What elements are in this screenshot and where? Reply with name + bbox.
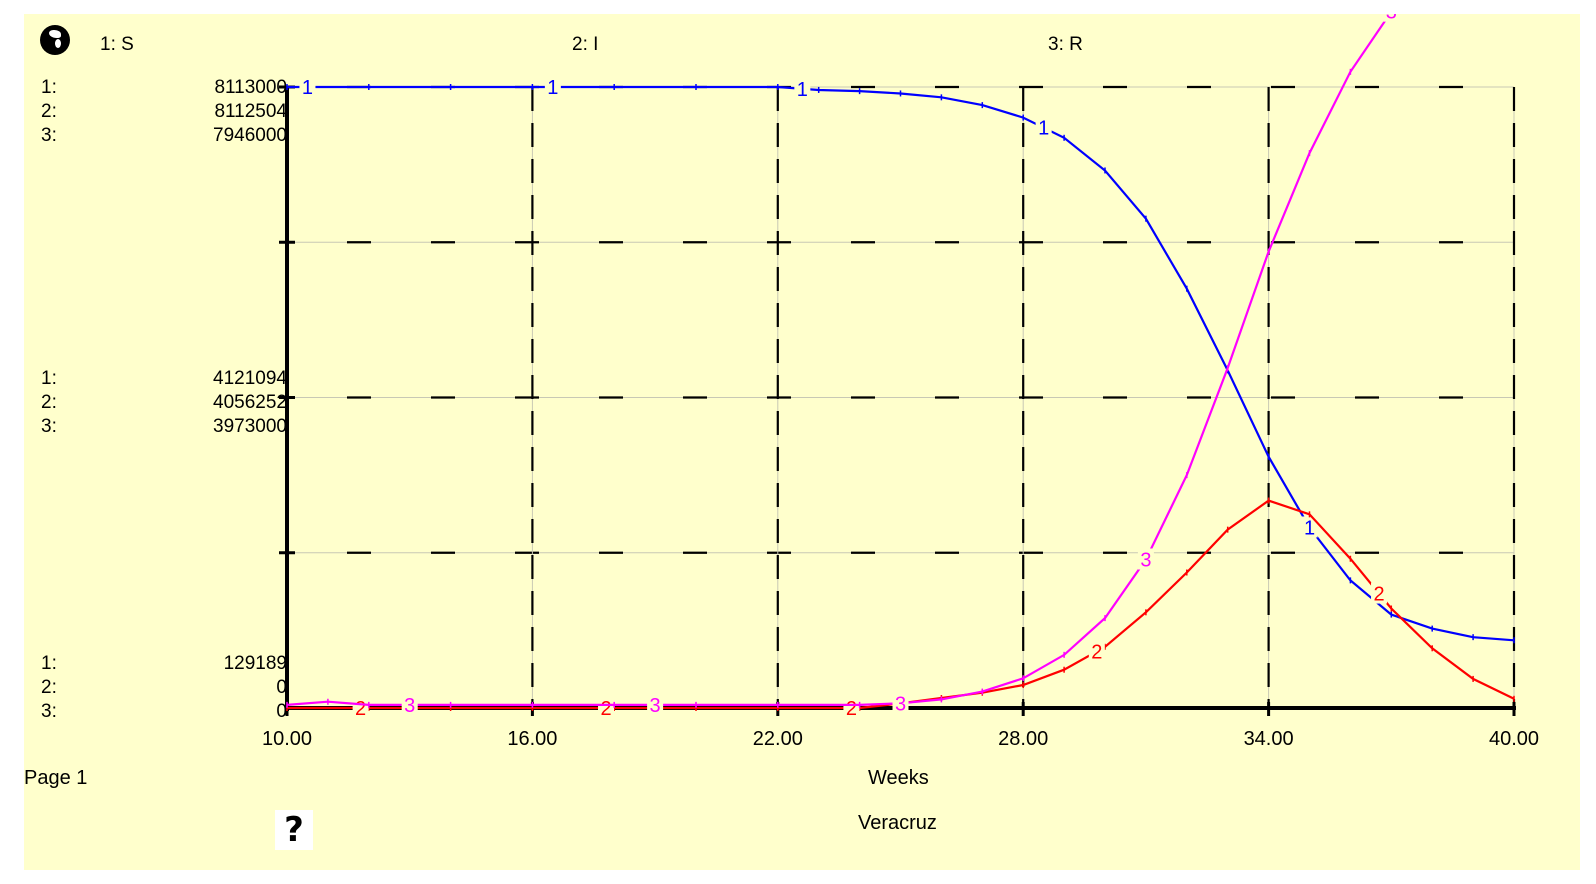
series-marker-bg <box>892 692 909 714</box>
scale-top-r-value: 7946000 <box>213 125 287 146</box>
series-marker-bg <box>794 77 811 99</box>
globe-icon[interactable] <box>40 25 70 55</box>
series-marker-1: 1 <box>797 79 808 101</box>
grid-lines <box>287 85 1516 708</box>
scale-middle-s-value: 4121094 <box>213 368 287 389</box>
axes <box>279 85 1516 716</box>
scale-middle-s-index: 1: <box>41 368 57 389</box>
graph-panel: 1: S 2: I 3: R 1: 8113000 2: 8112504 3: … <box>24 14 1580 870</box>
legend-s: 1: S <box>100 34 134 55</box>
series-marker-1: 1 <box>1038 118 1049 140</box>
series-marker-bg <box>1301 516 1318 538</box>
page-label[interactable]: Page 1 <box>24 767 88 789</box>
series-marker-bg <box>843 697 860 718</box>
series-marker-bg <box>1371 582 1388 604</box>
series-marker-1: 1 <box>1304 517 1315 539</box>
series-marker-bg <box>1088 640 1105 662</box>
series-marker-bg <box>352 697 369 718</box>
x-tick-label: 10.00 <box>262 728 312 750</box>
series-line-1 <box>287 85 1515 642</box>
scale-middle-i-value: 4056252 <box>213 392 287 413</box>
scale-top-i-index: 2: <box>41 101 57 122</box>
scale-bottom-r-index: 3: <box>41 701 57 722</box>
x-tick-label: 28.00 <box>998 728 1048 750</box>
scale-top-s-index: 1: <box>41 77 57 98</box>
legend-i: 2: I <box>572 34 599 55</box>
scale-bottom-s-index: 1: <box>41 653 57 674</box>
scale-top-i-value: 8112504 <box>214 101 287 122</box>
scale-middle-i-index: 2: <box>41 392 57 413</box>
series-marker-bg <box>299 76 316 97</box>
series-marker-bg <box>1035 116 1052 138</box>
x-tick-label: 34.00 <box>1244 728 1294 750</box>
scale-bottom-r-value: 0 <box>276 701 287 722</box>
series-marker-3: 3 <box>895 693 906 715</box>
series-marker-bg <box>401 693 418 715</box>
scale-bottom-i-value: 0 <box>276 677 287 698</box>
scale-middle-r-value: 3973000 <box>213 416 287 437</box>
scale-bottom-i-index: 2: <box>41 677 57 698</box>
series-marker-3: 3 <box>1386 14 1397 24</box>
scale-middle-r-index: 3: <box>41 416 57 437</box>
scale-top-r-index: 3: <box>41 125 57 146</box>
series-marker-3: 3 <box>1140 550 1151 572</box>
series-marker-3: 3 <box>404 695 415 717</box>
series-line-3 <box>286 14 1392 707</box>
series-marker-1: 1 <box>302 77 313 99</box>
scale-bottom-s-value: 129189 <box>223 653 287 674</box>
series-marker-3: 3 <box>650 695 661 717</box>
series-marker-bg <box>598 697 615 718</box>
x-tick-labels: 10.00 16.00 22.00 28.00 34.00 40.00 <box>262 728 1539 750</box>
series-marker-bg <box>647 693 664 715</box>
legend-r: 3: R <box>1048 34 1083 55</box>
series-marker-bg <box>1383 14 1400 22</box>
x-tick-label: 22.00 <box>753 728 803 750</box>
series-marker-2: 2 <box>600 698 611 720</box>
x-axis-label: Weeks <box>868 767 929 789</box>
series-marker-bg <box>1137 548 1154 570</box>
chart-plot: 1 1 1 1 1 2 2 2 2 2 3 3 3 3 3 10.00 16.00 22.00 28.00 34.0… <box>262 14 1539 750</box>
series-marker-2: 2 <box>1373 584 1384 606</box>
series-line-2 <box>287 499 1515 710</box>
scale-top-s-value: 8113000 <box>214 77 287 98</box>
series-marker-2: 2 <box>1091 641 1102 663</box>
chart-subtitle: Veracruz <box>858 812 937 834</box>
series-lines: 1 1 1 1 1 2 2 2 2 2 3 3 3 3 3 <box>286 14 1515 720</box>
series-marker-1: 1 <box>547 77 558 99</box>
help-icon[interactable]: ? <box>275 810 313 850</box>
series-marker-2: 2 <box>846 698 857 720</box>
series-marker-2: 2 <box>355 698 366 720</box>
x-tick-label: 40.00 <box>1489 728 1539 750</box>
x-tick-label: 16.00 <box>507 728 557 750</box>
series-marker-bg <box>544 76 561 97</box>
